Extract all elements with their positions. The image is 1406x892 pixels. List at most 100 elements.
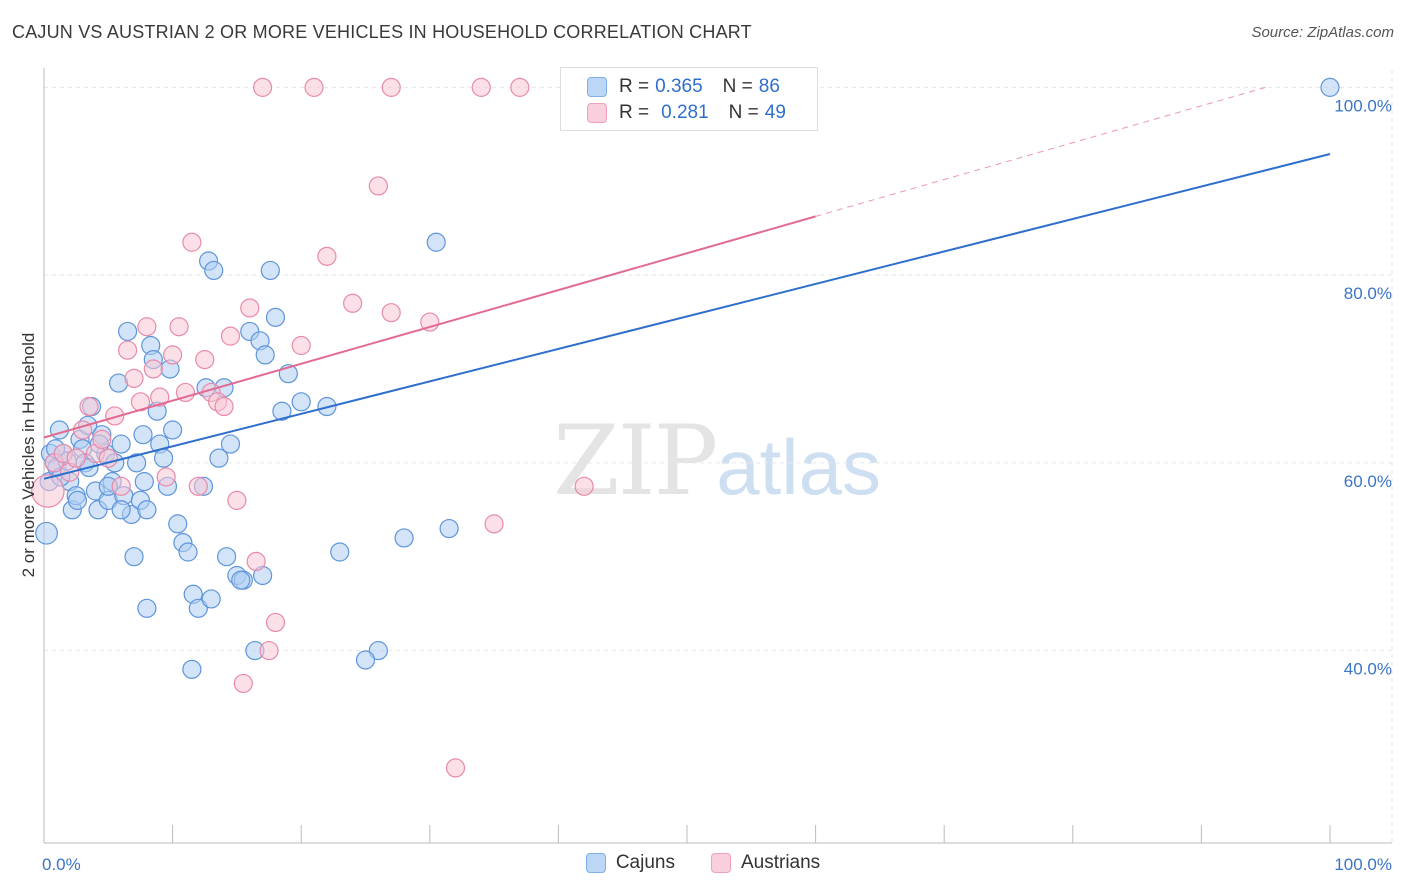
cajun-points [35,77,1340,679]
austrian-n-value: 49 [764,102,786,123]
data-points [31,77,1340,778]
austrian-swatch [587,103,607,123]
cajun-point [220,434,241,454]
y-tick-label-40: 40.0% [1344,660,1392,679]
cajun-point [117,321,138,342]
austrian-trend-extension [815,86,1266,217]
legend-item-austrians[interactable]: Austrians [710,852,821,874]
austrian-point [471,77,491,97]
austrian-point [317,246,337,266]
austrian-point [105,406,125,426]
cajun-point [124,547,144,567]
cajun-point [126,453,147,473]
cajun-point [368,640,388,661]
austrian-trend-line [43,215,816,439]
chart-title: CAJUN VS AUSTRIAN 2 OR MORE VEHICLES IN … [12,22,752,42]
y-tick-label-60: 60.0% [1344,472,1392,491]
austrian-point [182,232,202,252]
austrian-point [381,303,401,323]
cajun-point [272,401,292,421]
cajun-point [35,521,58,545]
cajun-point [330,542,350,562]
austrian-r-value: 0.281 [661,102,709,123]
cajun-swatch [587,77,607,97]
austrian-point [291,335,311,356]
austrian-point [259,640,279,661]
cajun-point [291,392,311,412]
austrian-point [188,476,208,496]
n-label: N = [722,76,753,97]
cajun-point [394,528,414,548]
austrian-point [214,396,234,417]
cajun-point [355,650,376,670]
x-tick-label-0: 0.0% [42,855,81,874]
austrian-point [111,476,131,496]
cajun-r-value: 0.365 [655,76,703,97]
trend-lines [43,86,1331,480]
r-label: R = [619,102,650,123]
austrian-point [124,368,144,388]
cajun-point [255,345,275,365]
cajun-point [111,500,131,520]
stats-legend: R = 0.365 N = 86 R = 0.281 N = 49 [560,67,818,131]
cajun-point [201,589,221,609]
y-axis-title: 2 or more Vehicles in Household [19,333,38,578]
cajun-point [137,598,157,618]
austrian-point [98,448,118,468]
cajun-point [439,518,459,539]
austrian-point [79,396,99,417]
austrian-point [117,340,138,360]
watermark-atlas: atlas [716,423,881,511]
cajun-point [168,514,188,534]
austrians-legend-label: Austrians [740,852,821,873]
cajun-point [133,425,153,445]
cajun-point [188,598,208,618]
x-tick-label-100: 100.0% [1334,855,1392,874]
cajun-point [153,448,174,468]
austrian-point [220,326,241,346]
austrians-legend-swatch [710,853,731,873]
austrian-point [92,429,112,449]
legend-item-cajuns[interactable]: Cajuns [585,852,675,874]
austrian-point [195,349,215,370]
austrian-point [156,467,176,487]
cajun-point [134,472,154,492]
austrian-point [66,448,86,468]
austrian-point [343,293,363,313]
cajun-point [260,260,280,281]
watermark: ZIPatlas [553,405,881,517]
austrian-point [304,77,324,97]
watermark-zip: ZIP [553,405,718,517]
cajun-point [137,500,157,520]
cajun-point [426,232,446,252]
austrian-point [227,490,247,510]
austrian-point [169,317,189,337]
austrian-point [137,317,157,337]
austrian-point [143,359,163,379]
cajun-n-value: 86 [758,76,780,97]
austrian-point [31,474,65,508]
legend-row-cajuns: R = 0.365 N = 86 [587,74,780,100]
austrian-point [175,382,196,403]
austrian-point [253,77,273,97]
austrian-point [510,77,530,97]
r-label: R = [619,76,650,97]
gridlines [44,70,1393,843]
cajun-point [209,448,229,468]
cajun-point [111,434,131,454]
austrian-point [246,551,266,572]
austrian-point [240,298,260,318]
austrian-point [163,345,183,365]
austrian-point [233,673,253,694]
y-tick-label-80: 80.0% [1344,284,1392,303]
cajun-point [217,547,237,567]
cajuns-legend-label: Cajuns [615,852,675,873]
austrian-point [381,77,401,97]
cajun-point [204,260,224,281]
austrian-point [150,387,170,407]
cajun-point [49,420,70,440]
austrian-point [265,612,286,633]
cajun-point [178,542,198,562]
cajun-point [231,570,251,590]
